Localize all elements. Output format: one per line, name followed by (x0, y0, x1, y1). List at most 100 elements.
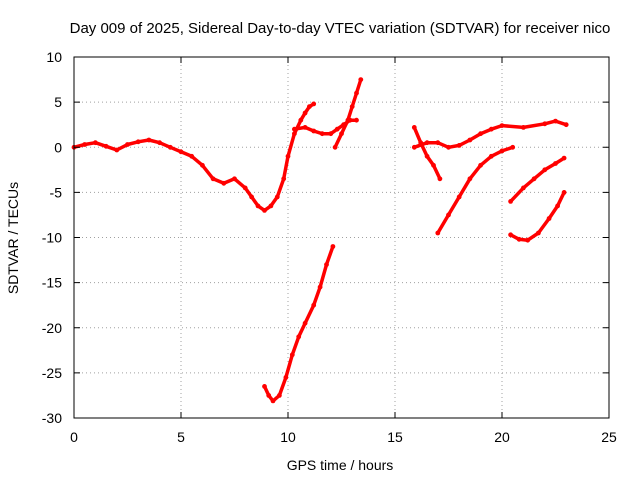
data-point (510, 144, 516, 150)
data-point (221, 180, 227, 186)
data-point (125, 142, 130, 147)
data-point (354, 90, 359, 96)
data-point (277, 393, 282, 398)
data-point (339, 131, 344, 137)
data-point (270, 398, 276, 404)
data-point (82, 142, 88, 147)
y-tick-label: 5 (54, 94, 62, 110)
data-point (332, 144, 338, 150)
data-point (232, 176, 237, 182)
data-point (262, 384, 267, 389)
data-point (488, 153, 494, 159)
data-point (437, 176, 443, 182)
data-point (424, 153, 430, 159)
y-tick-label: 0 (54, 139, 62, 155)
data-point (311, 101, 317, 107)
data-point (317, 284, 323, 290)
data-point (508, 232, 513, 238)
data-point (555, 203, 560, 209)
data-point (296, 334, 302, 340)
data-point (324, 262, 329, 267)
data-point (488, 126, 494, 132)
tick-layer: 0 5 10 15 20 25 -30 -25 -20 -15 -10 -5 0 5 10 (42, 49, 617, 445)
data-point (334, 126, 340, 132)
data-point (521, 185, 526, 191)
x-tick-label: 10 (280, 429, 296, 445)
data-point (330, 244, 336, 249)
y-tick-label: -30 (42, 410, 62, 426)
data-point (285, 153, 291, 159)
data-point (411, 125, 417, 130)
data-point (283, 375, 289, 380)
data-point (431, 162, 436, 168)
data-point (103, 143, 109, 149)
data-point (210, 176, 216, 182)
x-tick-label: 20 (494, 429, 510, 445)
data-point (354, 117, 359, 123)
series-arc-4 (262, 244, 335, 403)
series-arc-7 (436, 145, 515, 235)
data-point (358, 77, 364, 82)
data-point (292, 126, 297, 132)
x-tick-label: 15 (387, 429, 403, 445)
data-point (307, 104, 312, 109)
data-point (546, 216, 552, 221)
y-tick-label: -10 (42, 230, 62, 246)
data-point (542, 167, 548, 173)
data-point (345, 117, 351, 123)
data-point (311, 128, 317, 134)
data-point (200, 162, 205, 168)
data-point (249, 194, 255, 200)
data-point (561, 190, 567, 195)
data-point (266, 393, 272, 398)
data-point (478, 131, 483, 137)
data-point (521, 125, 526, 130)
data-point (298, 117, 304, 123)
y-tick-label: -25 (42, 365, 62, 381)
data-point (553, 118, 558, 124)
data-point (561, 155, 567, 161)
data-point (302, 110, 308, 116)
y-tick-label: 10 (46, 49, 62, 65)
data-point (311, 302, 317, 308)
grid-layer (74, 57, 609, 418)
data-point (274, 194, 280, 200)
data-point (302, 125, 308, 130)
series-arc-5 (412, 125, 442, 181)
data-point (319, 131, 325, 137)
data-point (456, 143, 462, 148)
y-tick-label: -5 (50, 184, 63, 200)
data-point (281, 176, 287, 182)
data-point (563, 122, 569, 128)
data-point (478, 162, 483, 168)
y-tick-label: -20 (42, 320, 62, 336)
data-point (146, 137, 152, 143)
data-point (189, 153, 195, 159)
data-point (424, 140, 430, 146)
y-tick-label: -15 (42, 275, 62, 291)
data-point (467, 176, 473, 182)
data-point (508, 199, 513, 204)
data-point (292, 131, 297, 137)
data-point (435, 230, 441, 236)
data-point (178, 149, 184, 155)
data-point (268, 203, 274, 209)
data-point (411, 144, 417, 150)
data-point (542, 121, 548, 127)
data-point (446, 212, 451, 218)
chart-title: Day 009 of 2025, Sidereal Day-to-day VTE… (70, 20, 611, 37)
data-point (499, 123, 505, 128)
data-point (135, 139, 141, 145)
data-point (435, 140, 441, 146)
data-point (289, 352, 295, 358)
data-point (157, 140, 163, 146)
data-point (553, 161, 558, 166)
data-point (446, 144, 451, 150)
data-point (349, 104, 355, 109)
data-point (499, 148, 505, 154)
y-axis-label: SDTVAR / TECUs (5, 182, 21, 294)
data-point (242, 185, 248, 191)
x-tick-label: 0 (70, 429, 78, 445)
data-point (467, 137, 473, 143)
x-tick-label: 5 (177, 429, 185, 445)
